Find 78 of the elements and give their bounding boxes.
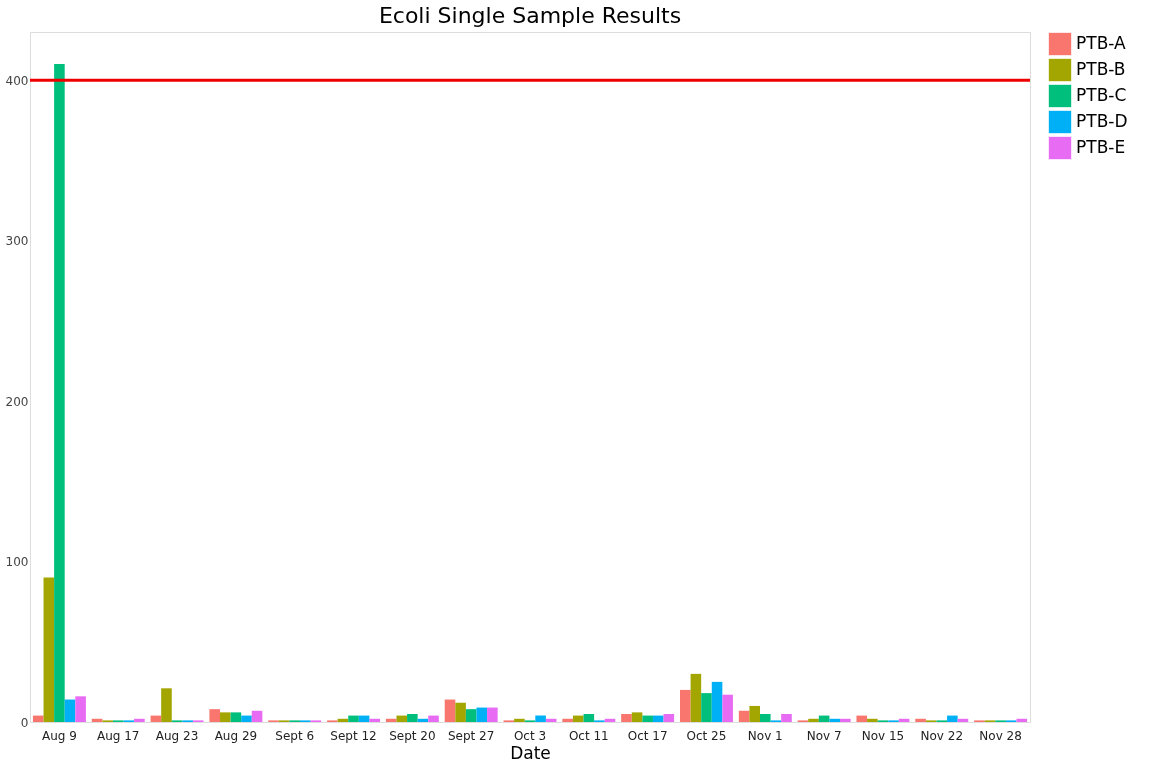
- bar: [444, 699, 456, 722]
- bar: [514, 718, 525, 722]
- bar: [915, 718, 926, 722]
- bar: [701, 693, 712, 722]
- x-axis-title: Date: [510, 742, 551, 763]
- x-tick-label: Aug 29: [214, 728, 258, 743]
- bar: [64, 699, 76, 722]
- bar: [840, 718, 851, 722]
- bar: [241, 715, 252, 722]
- bar: [572, 715, 584, 722]
- x-tick-label: Aug 23: [155, 728, 199, 743]
- bar: [808, 718, 819, 722]
- y-tick-label: 300: [5, 234, 29, 249]
- legend-label: PTB-A: [1076, 33, 1127, 53]
- bar: [369, 718, 380, 722]
- bar: [407, 713, 418, 722]
- bar: [631, 712, 643, 722]
- bar: [535, 715, 546, 722]
- bar: [220, 712, 231, 722]
- bar: [749, 705, 760, 722]
- bar: [134, 718, 145, 722]
- bar: [161, 688, 172, 722]
- bar: [43, 577, 55, 722]
- x-tick-label: Sept 20: [389, 728, 436, 743]
- x-tick-label: Sept 6: [275, 728, 315, 743]
- x-tick-label: Aug 17: [96, 728, 140, 743]
- bar: [829, 718, 840, 722]
- bar: [642, 715, 653, 722]
- bar: [1016, 718, 1028, 722]
- x-tick-label: Sept 27: [447, 728, 495, 743]
- bar: [465, 709, 477, 722]
- y-tick-label: 400: [5, 73, 29, 88]
- bar: [348, 715, 359, 722]
- bar: [583, 713, 595, 722]
- bar: [690, 673, 702, 722]
- bar: [621, 713, 632, 722]
- bar: [562, 718, 573, 722]
- bar: [680, 689, 691, 722]
- bar: [760, 713, 771, 722]
- x-tick-label: Nov 15: [861, 728, 905, 743]
- bar: [947, 715, 958, 722]
- x-tick-label: Oct 17: [627, 728, 668, 743]
- bar: [487, 707, 498, 722]
- legend-label: PTB-C: [1076, 85, 1127, 105]
- bar: [738, 710, 750, 722]
- x-tick-label: Oct 3: [513, 728, 547, 743]
- bar: [867, 718, 878, 722]
- bar: [230, 712, 242, 722]
- y-tick-label: 0: [20, 715, 29, 730]
- x-tick-label: Nov 28: [979, 728, 1022, 743]
- bar: [54, 64, 65, 722]
- x-tick-label: Aug 9: [41, 728, 77, 743]
- bar: [856, 715, 868, 722]
- x-tick-label: Nov 1: [747, 728, 783, 743]
- bar: [209, 709, 220, 722]
- bar: [32, 715, 44, 722]
- bar: [652, 715, 664, 722]
- x-tick-label: Sept 12: [330, 728, 377, 743]
- x-tick-label: Nov 22: [920, 728, 964, 743]
- x-tick-label: Nov 7: [806, 728, 842, 743]
- legend-label: PTB-D: [1076, 111, 1128, 131]
- x-tick-label: Oct 11: [568, 728, 609, 743]
- bar: [75, 696, 86, 722]
- bar: [396, 715, 408, 722]
- legend-label: PTB-B: [1076, 59, 1126, 79]
- legend-label: PTB-E: [1076, 137, 1126, 157]
- bar: [781, 713, 792, 722]
- bar: [476, 707, 488, 722]
- chart-title: Ecoli Single Sample Results: [378, 3, 682, 28]
- y-tick-label: 200: [5, 394, 29, 409]
- bar: [455, 702, 466, 722]
- bar: [711, 681, 723, 722]
- bar: [663, 713, 675, 722]
- x-tick-label: Oct 25: [686, 728, 727, 743]
- y-tick-label: 100: [5, 555, 29, 570]
- bar: [722, 694, 733, 722]
- bar: [428, 715, 439, 722]
- bar: [251, 710, 263, 722]
